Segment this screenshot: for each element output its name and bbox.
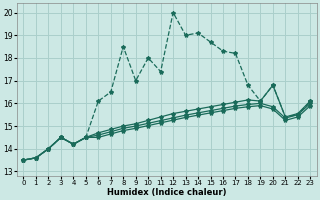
X-axis label: Humidex (Indice chaleur): Humidex (Indice chaleur) — [107, 188, 227, 197]
